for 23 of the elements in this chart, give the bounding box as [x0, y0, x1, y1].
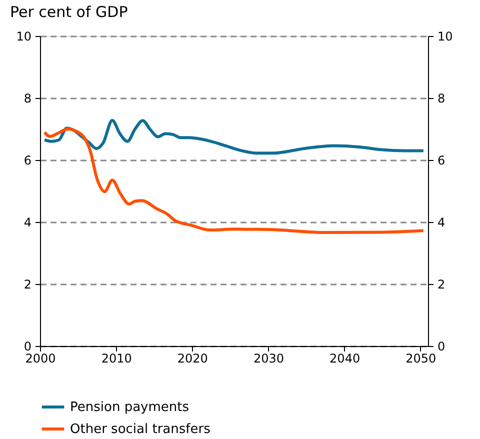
chart-title: Per cent of GDP: [10, 3, 128, 21]
line-series: [43, 128, 425, 234]
y-tick-label: 2: [24, 278, 32, 292]
line-series: [43, 118, 425, 155]
x-tick-label: 2040: [330, 352, 360, 366]
x-tick-label: 2000: [25, 352, 56, 366]
y-tick-label: 8: [24, 92, 32, 106]
y2-tick-label: 8: [438, 92, 446, 106]
x-tick-label: 2020: [177, 352, 208, 366]
y2-tick-label: 10: [438, 30, 453, 44]
legend-label: Other social transfers: [70, 422, 211, 437]
y2-tick-label: 6: [438, 154, 446, 168]
x-tick-label: 2010: [101, 352, 132, 366]
y-tick-label: 6: [24, 154, 32, 168]
y-tick-label: 10: [16, 30, 32, 44]
y-tick-label: 0: [24, 340, 32, 354]
y2-tick-label: 4: [438, 216, 446, 230]
y-tick-label: 4: [24, 216, 32, 230]
x-tick-label: 2030: [253, 352, 284, 366]
y2-tick-label: 0: [438, 340, 446, 354]
x-tick-label: 2050: [406, 352, 436, 366]
y2-tick-label: 2: [438, 278, 446, 292]
legend-label: Pension payments: [70, 400, 190, 415]
